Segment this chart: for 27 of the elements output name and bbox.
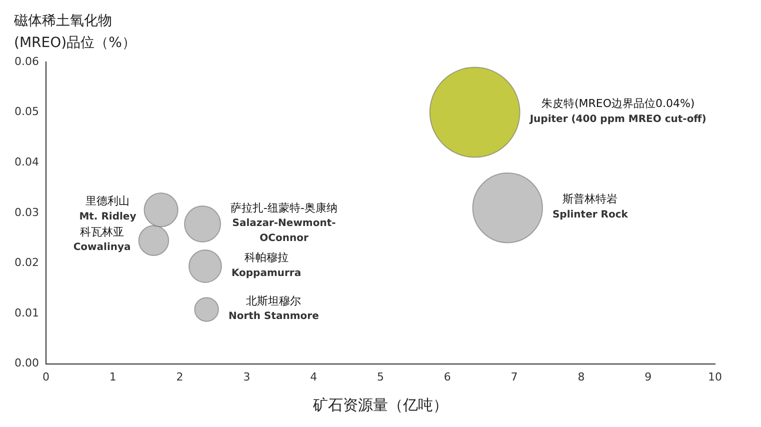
y-axis-title: 磁体稀土氧化物(MREO)品位（%） — [14, 12, 137, 53]
x-tick-label: 10 — [708, 370, 722, 384]
x-tick-label: 5 — [377, 370, 384, 384]
series-label: 斯普林特岩 Splinter Rock — [552, 192, 628, 220]
x-tick-label: 9 — [644, 370, 652, 384]
series-label: 朱皮特(MREO边界品位0.04%) Jupiter (400 ppm MREO cut-off) — [528, 97, 706, 125]
y-tick-label: 0.00 — [14, 356, 39, 370]
y-tick-label: 0.04 — [14, 155, 39, 168]
x-tick-label: 2 — [176, 370, 184, 384]
series-label: 萨拉扎-纽蒙特-奥康纳 Salazar-Newmont- OConnor — [230, 201, 338, 244]
x-axis-title: 矿石资源量（亿吨） — [312, 396, 448, 414]
x-tick-label: 0 — [42, 370, 50, 384]
x-tick-label: 1 — [109, 370, 116, 384]
series-label: 北斯坦穆尔 North Stanmore — [228, 294, 320, 322]
x-tick-label: 4 — [310, 370, 318, 384]
y-tick-label: 0.05 — [14, 105, 39, 118]
series-label: 科瓦林亚 Cowalinya — [73, 225, 131, 254]
y-tick-label: 0.02 — [14, 256, 39, 270]
y-tick-label: 0.01 — [14, 306, 39, 320]
x-tick-label: 8 — [578, 370, 585, 384]
x-tick-label: 6 — [444, 370, 451, 384]
x-tick-label: 3 — [243, 370, 250, 384]
series-label: 科帕穆拉 Koppamurra — [231, 251, 302, 279]
y-tick-label: 0.06 — [14, 54, 39, 68]
x-tick-label: 7 — [510, 370, 518, 384]
y-tick-label: 0.03 — [14, 206, 39, 219]
series-label: 里德利山 Mt. Ridley — [79, 194, 137, 222]
